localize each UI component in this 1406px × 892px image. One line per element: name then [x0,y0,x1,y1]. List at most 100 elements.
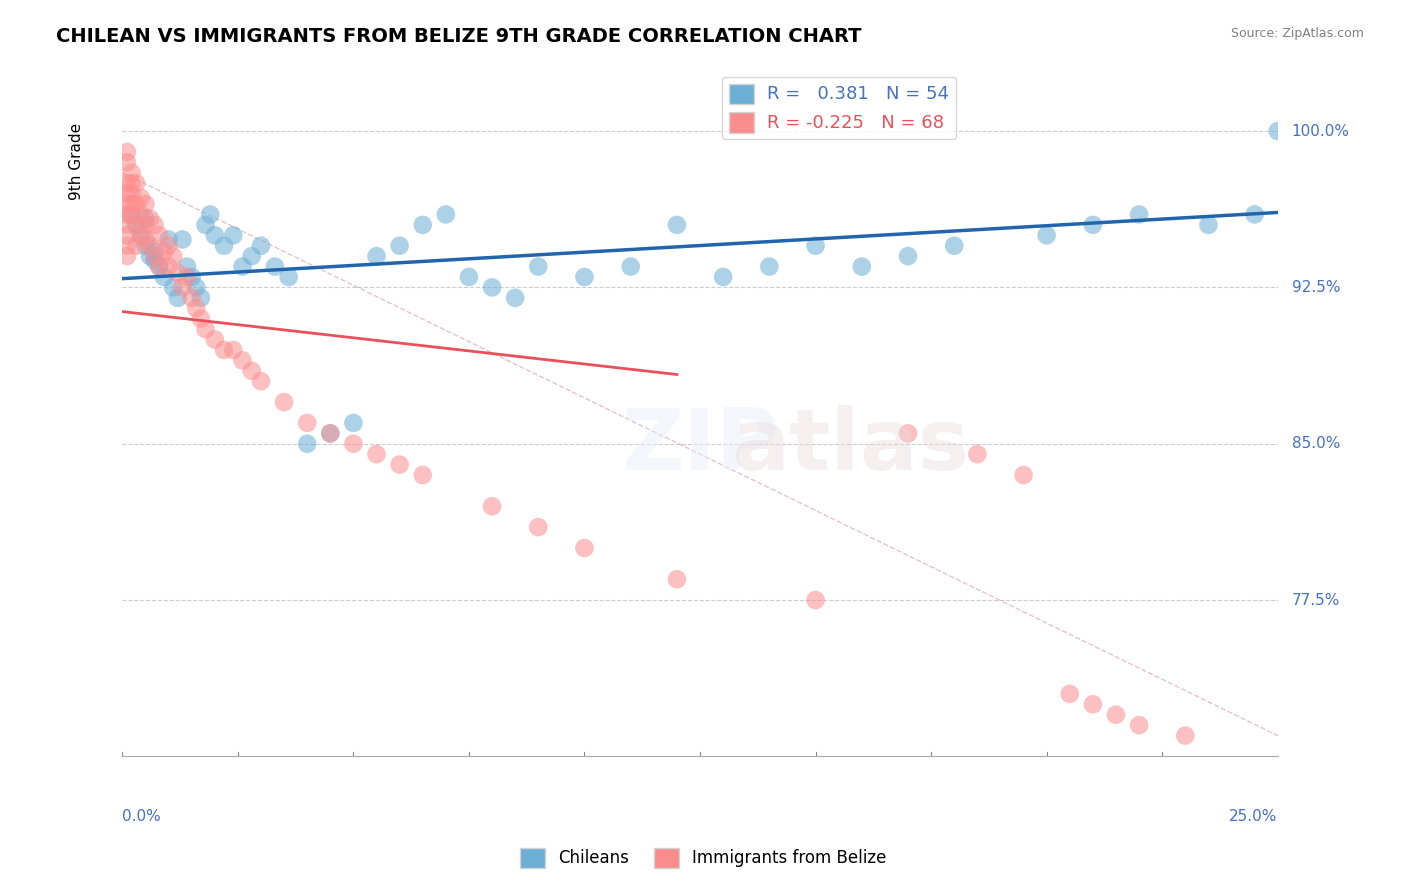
Point [194,322,217,336]
Point [115,155,138,169]
Point [212,343,235,357]
Point [1012,468,1035,483]
Point [139,249,162,263]
Point [121,176,143,190]
Point [231,353,253,368]
Text: atlas: atlas [731,405,969,489]
Point [148,260,170,274]
Point [148,228,170,243]
Point [115,228,138,243]
Point [143,249,166,263]
Point [190,311,212,326]
Point [1243,207,1265,221]
Legend: R =   0.381   N = 54, R = -0.225   N = 68: R = 0.381 N = 54, R = -0.225 N = 68 [721,77,956,139]
Point [503,291,526,305]
Point [574,541,596,555]
Point [115,207,138,221]
Point [115,197,138,211]
Point [204,333,226,347]
Point [342,416,364,430]
Point [153,244,176,259]
Point [166,266,188,280]
Point [295,436,318,450]
Point [1174,729,1197,743]
Point [134,232,156,246]
Point [574,270,596,285]
Point [162,249,184,263]
Point [527,260,550,274]
Point [319,426,342,441]
Point [121,207,143,221]
Point [388,238,411,252]
Point [121,207,143,221]
Point [250,374,273,388]
Point [139,211,162,226]
Point [166,291,188,305]
Point [121,186,143,201]
Point [240,249,263,263]
Point [115,186,138,201]
Point [212,238,235,252]
Point [180,291,202,305]
Point [125,218,148,232]
Point [190,291,212,305]
Text: 92.5%: 92.5% [1292,280,1340,295]
Point [1105,707,1128,722]
Text: 85.0%: 85.0% [1292,436,1340,451]
Point [125,176,148,190]
Point [172,232,194,246]
Point [176,260,198,274]
Point [172,280,194,294]
Point [263,260,285,274]
Point [125,238,148,252]
Point [157,260,180,274]
Point [1128,207,1150,221]
Point [194,218,217,232]
Point [153,270,176,285]
Point [412,218,434,232]
Point [134,211,156,226]
Point [250,238,273,252]
Point [804,593,827,607]
Point [139,238,162,252]
Point [134,197,156,211]
Point [176,270,198,285]
Point [388,458,411,472]
Point [851,260,873,274]
Point [148,260,170,274]
Point [897,426,920,441]
Point [295,416,318,430]
Point [1059,687,1081,701]
Point [222,343,245,357]
Text: 100.0%: 100.0% [1292,124,1350,138]
Text: 77.5%: 77.5% [1292,592,1340,607]
Point [665,218,688,232]
Point [121,197,143,211]
Point [157,238,180,252]
Point [186,280,208,294]
Point [162,280,184,294]
Text: 0.0%: 0.0% [122,808,162,823]
Point [157,232,180,246]
Point [711,270,734,285]
Point [277,270,299,285]
Point [665,572,688,586]
Point [198,207,221,221]
Legend: Chileans, Immigrants from Belize: Chileans, Immigrants from Belize [513,841,893,875]
Point [115,238,138,252]
Point [143,253,166,268]
Point [134,218,156,232]
Point [319,426,342,441]
Point [342,436,364,450]
Point [129,228,152,243]
Point [129,191,152,205]
Point [1035,228,1057,243]
Point [125,197,148,211]
Point [143,244,166,259]
Point [481,500,503,514]
Point [1081,218,1104,232]
Point [897,249,920,263]
Point [134,238,156,252]
Point [143,218,166,232]
Point [1197,218,1219,232]
